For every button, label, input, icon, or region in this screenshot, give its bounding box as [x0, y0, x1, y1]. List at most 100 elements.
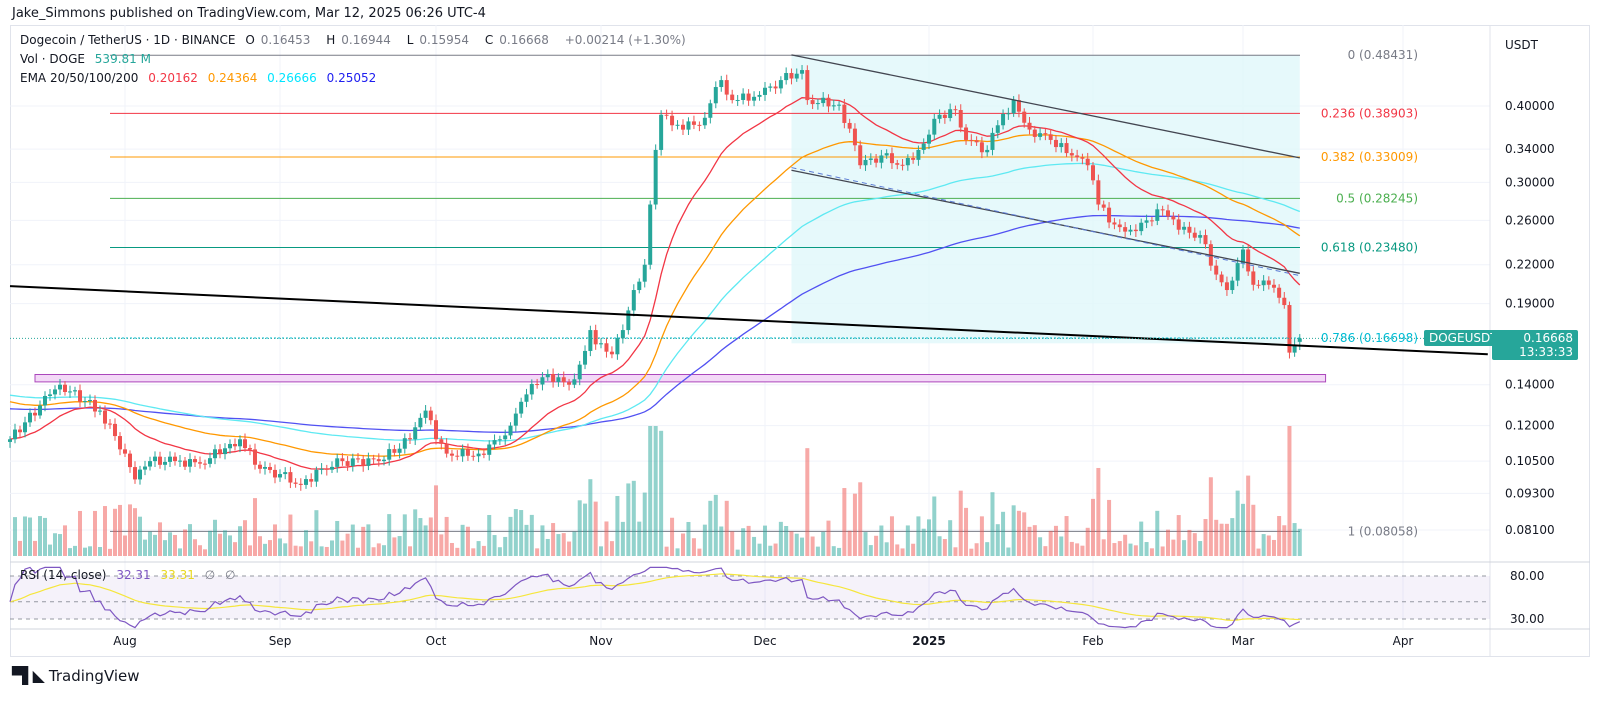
candle: [513, 407, 518, 432]
tradingview-logo[interactable]: ▀▌◣ TradingView: [12, 666, 140, 685]
volume-bar: [428, 517, 433, 556]
volume-bar: [1176, 515, 1181, 556]
candle: [1160, 205, 1165, 217]
volume-bar: [153, 534, 157, 556]
ema200-value: 0.25052: [326, 71, 377, 85]
volume-bar: [168, 532, 172, 556]
candle: [193, 455, 197, 467]
volume-bar: [724, 500, 729, 556]
candle-body: [995, 125, 1000, 133]
candle-body: [979, 142, 984, 153]
candle: [178, 454, 182, 467]
candle: [1139, 218, 1144, 236]
fib-level-label: 0.382 (0.33009): [1321, 150, 1418, 164]
candle-body: [1123, 227, 1128, 232]
candle-body: [183, 460, 187, 467]
candle-body: [309, 479, 314, 482]
currency-unit[interactable]: USDT: [1505, 38, 1538, 52]
candle-body: [889, 153, 894, 164]
candle-body: [1006, 113, 1011, 115]
volume-bar: [757, 543, 762, 556]
candle: [604, 338, 609, 358]
volume-bar: [1075, 543, 1080, 556]
candle: [681, 119, 685, 136]
candle-body: [1277, 287, 1282, 298]
volume-bar: [143, 539, 147, 556]
candle-body: [686, 121, 691, 130]
candle-body: [350, 458, 355, 466]
candle-body: [593, 330, 598, 345]
candle: [1027, 116, 1032, 135]
volume-bar: [243, 520, 247, 556]
candle-body: [1096, 180, 1101, 205]
candle: [697, 121, 702, 132]
candle-body: [1016, 100, 1021, 112]
symbol-title[interactable]: Dogecoin / TetherUS · 1D · BINANCE: [20, 33, 236, 47]
candle: [1192, 227, 1197, 242]
candle-body: [763, 87, 767, 95]
candle: [713, 81, 718, 109]
volume-bar: [1016, 510, 1021, 556]
candle: [1176, 214, 1181, 235]
candle: [1282, 291, 1287, 309]
volume-label[interactable]: Vol · DOGE: [20, 52, 85, 66]
candle: [439, 436, 444, 450]
candle-body: [1091, 165, 1095, 181]
volume-bar: [958, 490, 963, 556]
volume-bar: [434, 485, 438, 556]
candle-body: [1155, 209, 1160, 221]
candle: [293, 478, 298, 488]
volume-bar: [708, 500, 713, 556]
volume-bar: [675, 548, 680, 556]
candle: [148, 456, 152, 471]
candle: [958, 104, 963, 133]
candle: [852, 123, 857, 152]
candle-body: [188, 459, 192, 467]
candle: [371, 454, 376, 465]
ema200-line: [9, 214, 1300, 433]
volume-bar: [551, 523, 556, 556]
candle: [1297, 334, 1302, 351]
volume-bar: [519, 510, 524, 556]
candle: [33, 407, 37, 422]
candle: [330, 461, 334, 474]
candle-body: [1261, 280, 1266, 286]
candle: [1043, 128, 1048, 141]
candle-body: [1160, 209, 1165, 211]
candle-body: [653, 149, 658, 205]
candle-body: [773, 86, 778, 89]
volume-bar: [1128, 543, 1133, 556]
volume-bar: [471, 548, 476, 556]
volume-bar: [113, 508, 117, 556]
candle-body: [1219, 274, 1224, 283]
candle: [577, 360, 582, 386]
candle: [408, 433, 412, 444]
candle-body: [1282, 297, 1287, 306]
candle-body: [455, 455, 460, 457]
volume-bar: [223, 530, 227, 556]
volume-bar: [1101, 539, 1106, 556]
candle-body: [1192, 232, 1197, 238]
candle: [268, 462, 272, 474]
ohlc-open: O 0.16453: [245, 33, 311, 47]
candle-body: [278, 474, 282, 478]
candle-body: [1144, 220, 1149, 223]
candle: [465, 443, 470, 461]
volume-bar: [213, 519, 217, 556]
candle: [730, 89, 735, 104]
volume-bar: [387, 514, 392, 556]
rsi-label[interactable]: RSI (14, close): [20, 568, 107, 582]
candle-body: [1224, 282, 1229, 291]
ema-label[interactable]: EMA 20/50/100/200: [20, 71, 139, 85]
candle-body: [103, 410, 107, 424]
candle-body: [719, 80, 724, 88]
volume-bar: [588, 479, 593, 556]
price-axis-label: 0.22000: [1505, 258, 1555, 272]
volume-bar: [863, 532, 868, 556]
volume-bar: [1192, 533, 1197, 556]
candle: [842, 98, 847, 129]
candle: [153, 451, 157, 468]
candle: [800, 65, 805, 80]
candle-body: [487, 444, 492, 455]
